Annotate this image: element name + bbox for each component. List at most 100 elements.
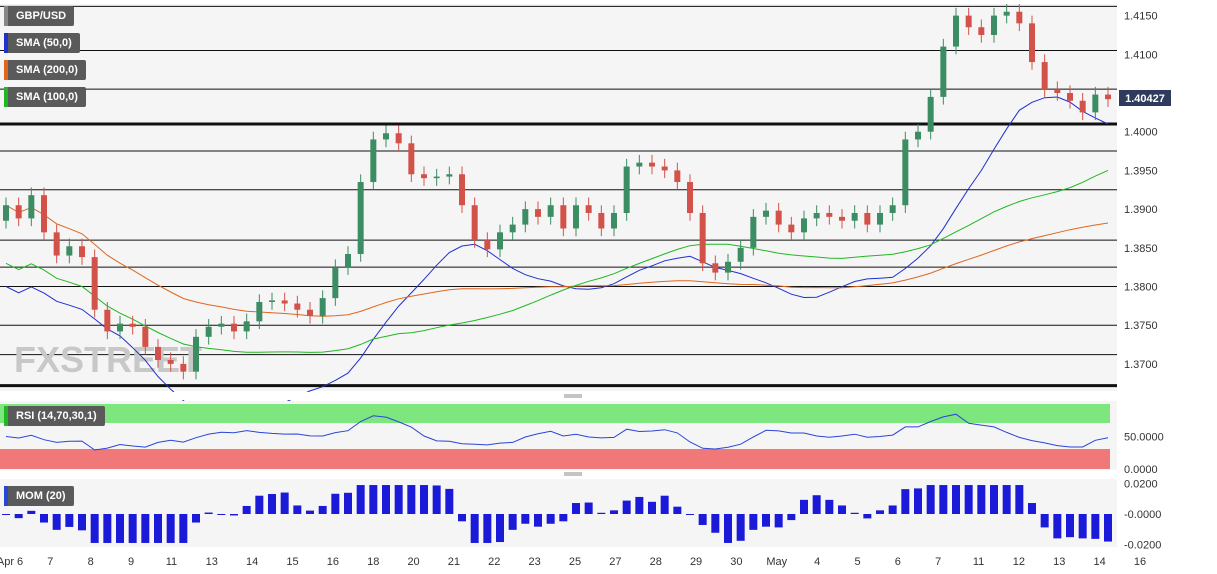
mom-bar	[508, 514, 517, 530]
panel-divider-1[interactable]	[0, 392, 1117, 400]
candle	[155, 339, 161, 368]
symbol-label[interactable]: GBP/USD	[4, 6, 75, 26]
candle	[129, 315, 136, 335]
mom-bar	[736, 514, 745, 541]
candle	[889, 197, 896, 221]
mom-label[interactable]: MOM (20)	[4, 486, 74, 506]
candle	[294, 295, 301, 318]
candle	[750, 209, 757, 256]
candle	[180, 356, 187, 380]
sma-200-text: SMA (200,0)	[16, 64, 78, 76]
date-tick-label: 23	[529, 556, 541, 568]
mom-bar	[331, 493, 340, 514]
candle	[598, 205, 605, 237]
candle	[547, 197, 554, 225]
candle	[256, 294, 263, 330]
candle	[991, 7, 997, 43]
mom-bar	[825, 499, 834, 514]
mom-bar	[1015, 485, 1024, 514]
mom-bar	[1028, 503, 1036, 514]
candle	[91, 249, 98, 318]
price-tick-label: 1.3750	[1124, 320, 1158, 332]
mom-bar	[521, 514, 530, 524]
mom-bar	[344, 492, 352, 514]
date-tick-label: 7	[47, 556, 53, 568]
price-tick-label: 1.3900	[1124, 204, 1158, 216]
mom-bar	[939, 485, 948, 514]
candle	[813, 205, 820, 227]
mom-bar	[27, 510, 36, 514]
mom-bar	[534, 514, 542, 527]
candle	[674, 162, 681, 190]
candle	[623, 158, 630, 221]
sma-100-label[interactable]: SMA (100,0)	[4, 87, 86, 107]
mom-bar	[40, 514, 48, 523]
sma-50-label[interactable]: SMA (50,0)	[4, 33, 80, 53]
mom-bar	[597, 512, 606, 514]
candle	[484, 232, 491, 258]
candle	[687, 174, 693, 221]
candle	[319, 290, 326, 324]
mom-bar	[280, 492, 289, 514]
mom-bar	[762, 514, 770, 527]
rsi-text: RSI (14,70,30,1)	[16, 410, 97, 422]
candle	[801, 210, 807, 241]
date-axis: Apr 6 7 8 9 11 13 14 15 16 18 20 21 22 23 25 27 28 29 30 Ma…	[0, 556, 1146, 568]
mom-bar	[711, 514, 720, 533]
candle	[193, 329, 199, 380]
candle	[1092, 86, 1099, 121]
candle	[205, 319, 212, 345]
candle	[560, 197, 567, 237]
candle	[408, 135, 415, 183]
date-tick-label: May	[766, 556, 787, 568]
price-tick-label: 1.4150	[1124, 11, 1158, 23]
candle	[522, 201, 529, 233]
rsi-oversold-zone	[0, 449, 1110, 469]
candle	[383, 125, 389, 148]
candle	[636, 154, 643, 175]
candle	[142, 319, 149, 355]
watermark: FXSTREET	[14, 339, 202, 380]
panel-divider-2[interactable]	[0, 470, 1117, 478]
mom-bar	[584, 502, 593, 514]
date-tick-label: 8	[88, 556, 94, 568]
date-tick-label: 30	[730, 556, 742, 568]
price-plot-area	[0, 4, 1117, 391]
mom-bar	[52, 514, 61, 530]
mom-bar	[192, 514, 200, 523]
mom-bar	[990, 485, 998, 514]
candle	[775, 202, 782, 233]
sma-50-text: SMA (50,0)	[16, 37, 72, 49]
mom-bar	[166, 514, 175, 543]
rsi-axis: 50.0000 0.0000	[1124, 432, 1164, 477]
candle	[509, 216, 516, 241]
mom-tick-label: 0.0200	[1124, 479, 1158, 491]
candle	[15, 197, 22, 227]
rsi-label[interactable]: RSI (14,70,30,1)	[4, 406, 105, 426]
candle	[712, 255, 719, 281]
mom-bar	[179, 514, 188, 543]
mom-bar	[1053, 514, 1062, 539]
candle	[1105, 86, 1111, 107]
mom-bar	[306, 510, 314, 514]
candle	[585, 197, 592, 221]
candle	[281, 292, 288, 312]
candle	[167, 352, 174, 372]
candle	[53, 224, 60, 264]
mom-bar	[458, 514, 466, 522]
date-tick-label: 29	[690, 556, 702, 568]
price-tick-label: 1.4000	[1124, 127, 1158, 139]
sma-200-label[interactable]: SMA (200,0)	[4, 60, 86, 80]
mom-bar	[293, 505, 302, 514]
sma-line	[5, 169, 1109, 353]
sma-100-text: SMA (100,0)	[16, 91, 78, 103]
mom-bar	[622, 500, 631, 514]
candle	[1041, 54, 1048, 97]
mom-bar	[572, 503, 580, 514]
candle	[421, 166, 427, 186]
horizontal-levels	[0, 5, 1117, 388]
sma-line	[5, 204, 1109, 317]
rsi-line	[5, 413, 1109, 451]
candle	[737, 240, 744, 270]
